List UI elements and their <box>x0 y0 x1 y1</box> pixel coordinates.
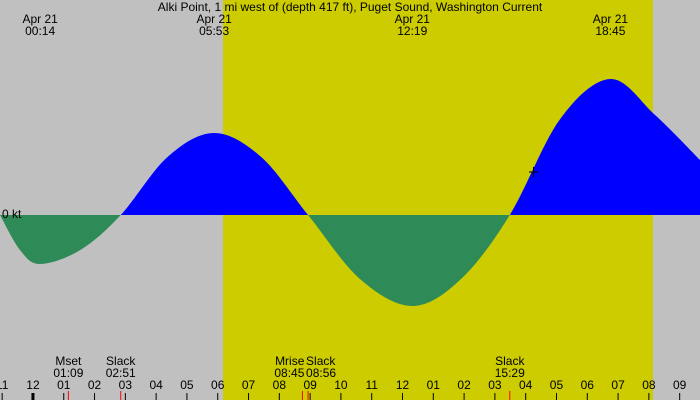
extreme-date: Apr 21 <box>22 12 58 26</box>
x-tick-label: 10 <box>334 378 348 392</box>
event-time: 08:56 <box>306 366 336 380</box>
x-tick-label: 08 <box>273 378 287 392</box>
x-tick-label: 07 <box>242 378 256 392</box>
x-tick-label: 04 <box>519 378 533 392</box>
x-tick-label: 11 <box>365 378 378 392</box>
x-tick-label: 08 <box>642 378 656 392</box>
x-tick-label: 05 <box>550 378 564 392</box>
x-tick-label: 12 <box>26 378 40 392</box>
event-time: 15:29 <box>495 366 525 380</box>
extreme-time: 12:19 <box>397 24 427 38</box>
x-tick-label: 02 <box>88 378 102 392</box>
x-tick-label: 07 <box>611 378 625 392</box>
x-tick-label: 01 <box>57 378 71 392</box>
extreme-date: Apr 21 <box>196 12 232 26</box>
x-tick-label: 01 <box>427 378 441 392</box>
extreme-date: Apr 21 <box>593 12 629 26</box>
x-tick-label: 09 <box>673 378 687 392</box>
ebb-area <box>0 215 700 306</box>
x-tick-label: 05 <box>180 378 194 392</box>
x-tick-label: 09 <box>303 378 317 392</box>
now-marker <box>529 167 538 177</box>
event-label: Mrise <box>275 354 305 368</box>
event-label: Mset <box>55 354 82 368</box>
extreme-time: 18:45 <box>595 24 625 38</box>
x-tick-label: 04 <box>149 378 163 392</box>
x-tick-label: 11 <box>0 378 9 392</box>
x-tick-label: 03 <box>488 378 502 392</box>
x-tick-label: 02 <box>457 378 471 392</box>
event-time: 01:09 <box>53 366 83 380</box>
extreme-time: 05:53 <box>199 24 229 38</box>
event-time: 08:45 <box>274 366 304 380</box>
chart-title: Alki Point, 1 mi west of (depth 417 ft),… <box>158 0 543 14</box>
event-label: Slack <box>306 354 336 368</box>
x-tick-label: 06 <box>581 378 595 392</box>
zero-label: 0 kt <box>2 207 22 221</box>
extreme-date: Apr 21 <box>395 12 431 26</box>
extreme-time: 00:14 <box>25 24 55 38</box>
event-label: Slack <box>106 354 136 368</box>
x-tick-label: 12 <box>396 378 410 392</box>
flood-area <box>0 78 700 215</box>
event-label: Slack <box>495 354 525 368</box>
event-time: 02:51 <box>106 366 136 380</box>
x-tick-label: 06 <box>211 378 225 392</box>
x-tick-label: 03 <box>119 378 133 392</box>
